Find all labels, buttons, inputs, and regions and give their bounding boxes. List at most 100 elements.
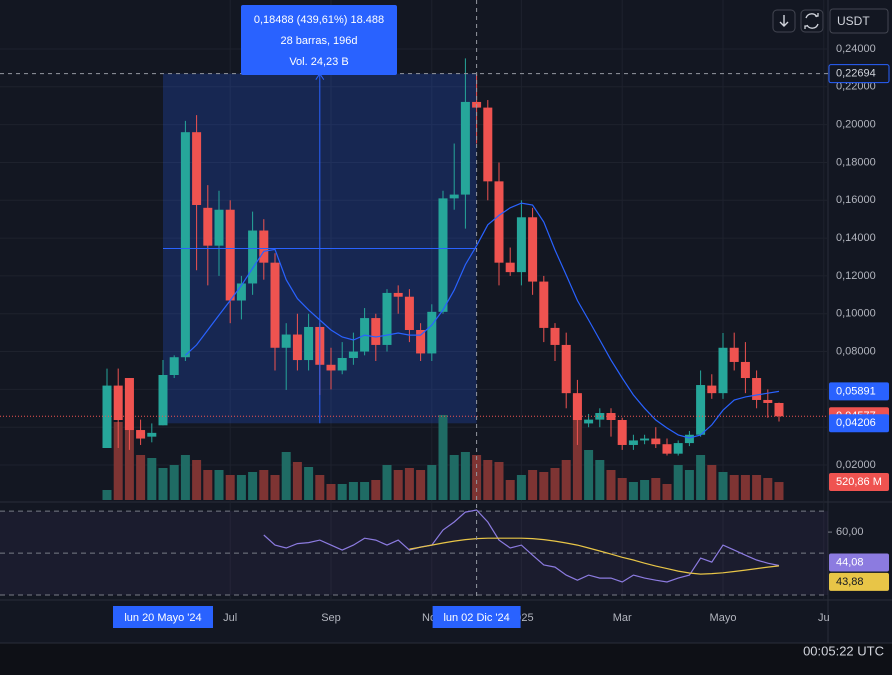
candle-body xyxy=(449,194,459,199)
volume-bar xyxy=(516,475,526,500)
candle-body xyxy=(584,419,594,424)
volume-bar xyxy=(528,470,538,500)
volume-bar xyxy=(348,482,358,500)
candle-body xyxy=(248,230,258,284)
crosshair-price-box xyxy=(828,64,890,84)
currency-button[interactable] xyxy=(829,8,889,34)
candle-body xyxy=(740,361,750,379)
candle-body xyxy=(729,347,739,362)
volume-bar xyxy=(662,484,672,500)
volume-bar xyxy=(326,484,336,500)
download-icon[interactable] xyxy=(779,15,789,27)
volume-bar xyxy=(382,465,392,500)
volume-bar xyxy=(214,470,224,500)
candle-body xyxy=(696,385,706,435)
y-tick-label: 0,08000 xyxy=(836,345,876,357)
candle-body xyxy=(651,438,661,445)
volume-bar xyxy=(337,484,347,500)
candle-body xyxy=(236,283,246,301)
indicator-line xyxy=(263,509,780,583)
volume-bar xyxy=(696,455,706,500)
y-tick-label: 0,20000 xyxy=(836,119,876,131)
measure-info: 28 barras, 196d xyxy=(280,35,357,47)
candle-body xyxy=(427,311,437,354)
candle-body xyxy=(640,438,650,441)
volume-bar xyxy=(259,470,269,500)
y-tick-label: 0,14000 xyxy=(836,232,876,244)
candle-body xyxy=(617,420,627,445)
measure-info: 0,18488 (439,61%) 18.488 xyxy=(254,14,384,26)
volume-bar xyxy=(102,490,112,500)
indicator-value-label-box xyxy=(829,553,889,572)
volume-bar xyxy=(472,455,482,500)
candle-body xyxy=(292,334,302,361)
candle-body xyxy=(203,207,213,246)
ma-label-box xyxy=(829,382,889,401)
candle-body xyxy=(180,132,190,358)
candle-body xyxy=(438,198,448,312)
candle-body xyxy=(136,430,146,439)
candle-body xyxy=(561,344,571,394)
volume-bar xyxy=(763,478,773,500)
candle-body xyxy=(662,444,672,454)
reload-button[interactable] xyxy=(800,9,824,33)
measure-from-label-box xyxy=(829,414,889,433)
candle-body xyxy=(774,402,784,417)
indicator-value-label: 44,08 xyxy=(836,556,864,568)
volume-bar xyxy=(248,472,258,500)
date-label-box xyxy=(432,606,521,628)
volume-bar xyxy=(617,478,627,500)
date-label: lun 02 Dic '24 xyxy=(443,612,509,624)
candle-body xyxy=(225,209,235,301)
y-tick-label: 0,12000 xyxy=(836,270,876,282)
volume-bar xyxy=(427,465,437,500)
candle-body xyxy=(763,399,773,403)
volume-bar xyxy=(740,475,750,500)
y-tick-label: 0,24000 xyxy=(836,43,876,55)
candle-body xyxy=(337,357,347,371)
candle-body xyxy=(572,393,582,421)
candle-body xyxy=(326,364,336,371)
volume-bar xyxy=(371,480,381,500)
y-tick-label: 0,18000 xyxy=(836,156,876,168)
x-tick-label: Mayo xyxy=(710,612,737,624)
volume-bar xyxy=(684,470,694,500)
candle-body xyxy=(494,181,504,263)
indicator-value-label: 43,88 xyxy=(836,576,864,588)
volume-bar xyxy=(236,475,246,500)
candle-body xyxy=(158,375,168,426)
volume-bar xyxy=(225,475,235,500)
volume-bar xyxy=(315,475,325,500)
candle-body xyxy=(270,262,280,348)
volume-bar xyxy=(483,460,493,500)
volume-bar xyxy=(192,460,202,500)
reload-icon[interactable] xyxy=(804,13,819,29)
volume-bar xyxy=(304,467,314,500)
volume-bar xyxy=(707,465,717,500)
currency-label[interactable]: USDT xyxy=(837,14,870,28)
candle-body xyxy=(628,440,638,445)
candle-body xyxy=(707,385,717,394)
candle-body xyxy=(673,443,683,454)
volume-bar xyxy=(505,480,515,500)
candle-body xyxy=(505,262,515,273)
volume-bar xyxy=(438,415,448,500)
measure-from-label: 0,04206 xyxy=(836,417,876,429)
volume-bar xyxy=(651,478,661,500)
volume-bar xyxy=(460,452,470,500)
moving-average xyxy=(184,202,780,439)
volume-bar xyxy=(673,465,683,500)
crosshair-price-label: 0,22694 xyxy=(836,68,876,80)
candle-body xyxy=(382,292,392,345)
volume-bar xyxy=(729,475,739,500)
candle-body xyxy=(192,132,202,205)
candle-body xyxy=(483,107,493,182)
candle-body xyxy=(539,281,549,328)
volume-bar xyxy=(595,460,605,500)
volume-bar xyxy=(113,422,123,500)
candle-body xyxy=(528,217,538,282)
volume-bar xyxy=(158,468,168,500)
volume-bar xyxy=(281,452,291,500)
download-button[interactable] xyxy=(772,9,796,33)
volume-bar xyxy=(539,472,549,500)
